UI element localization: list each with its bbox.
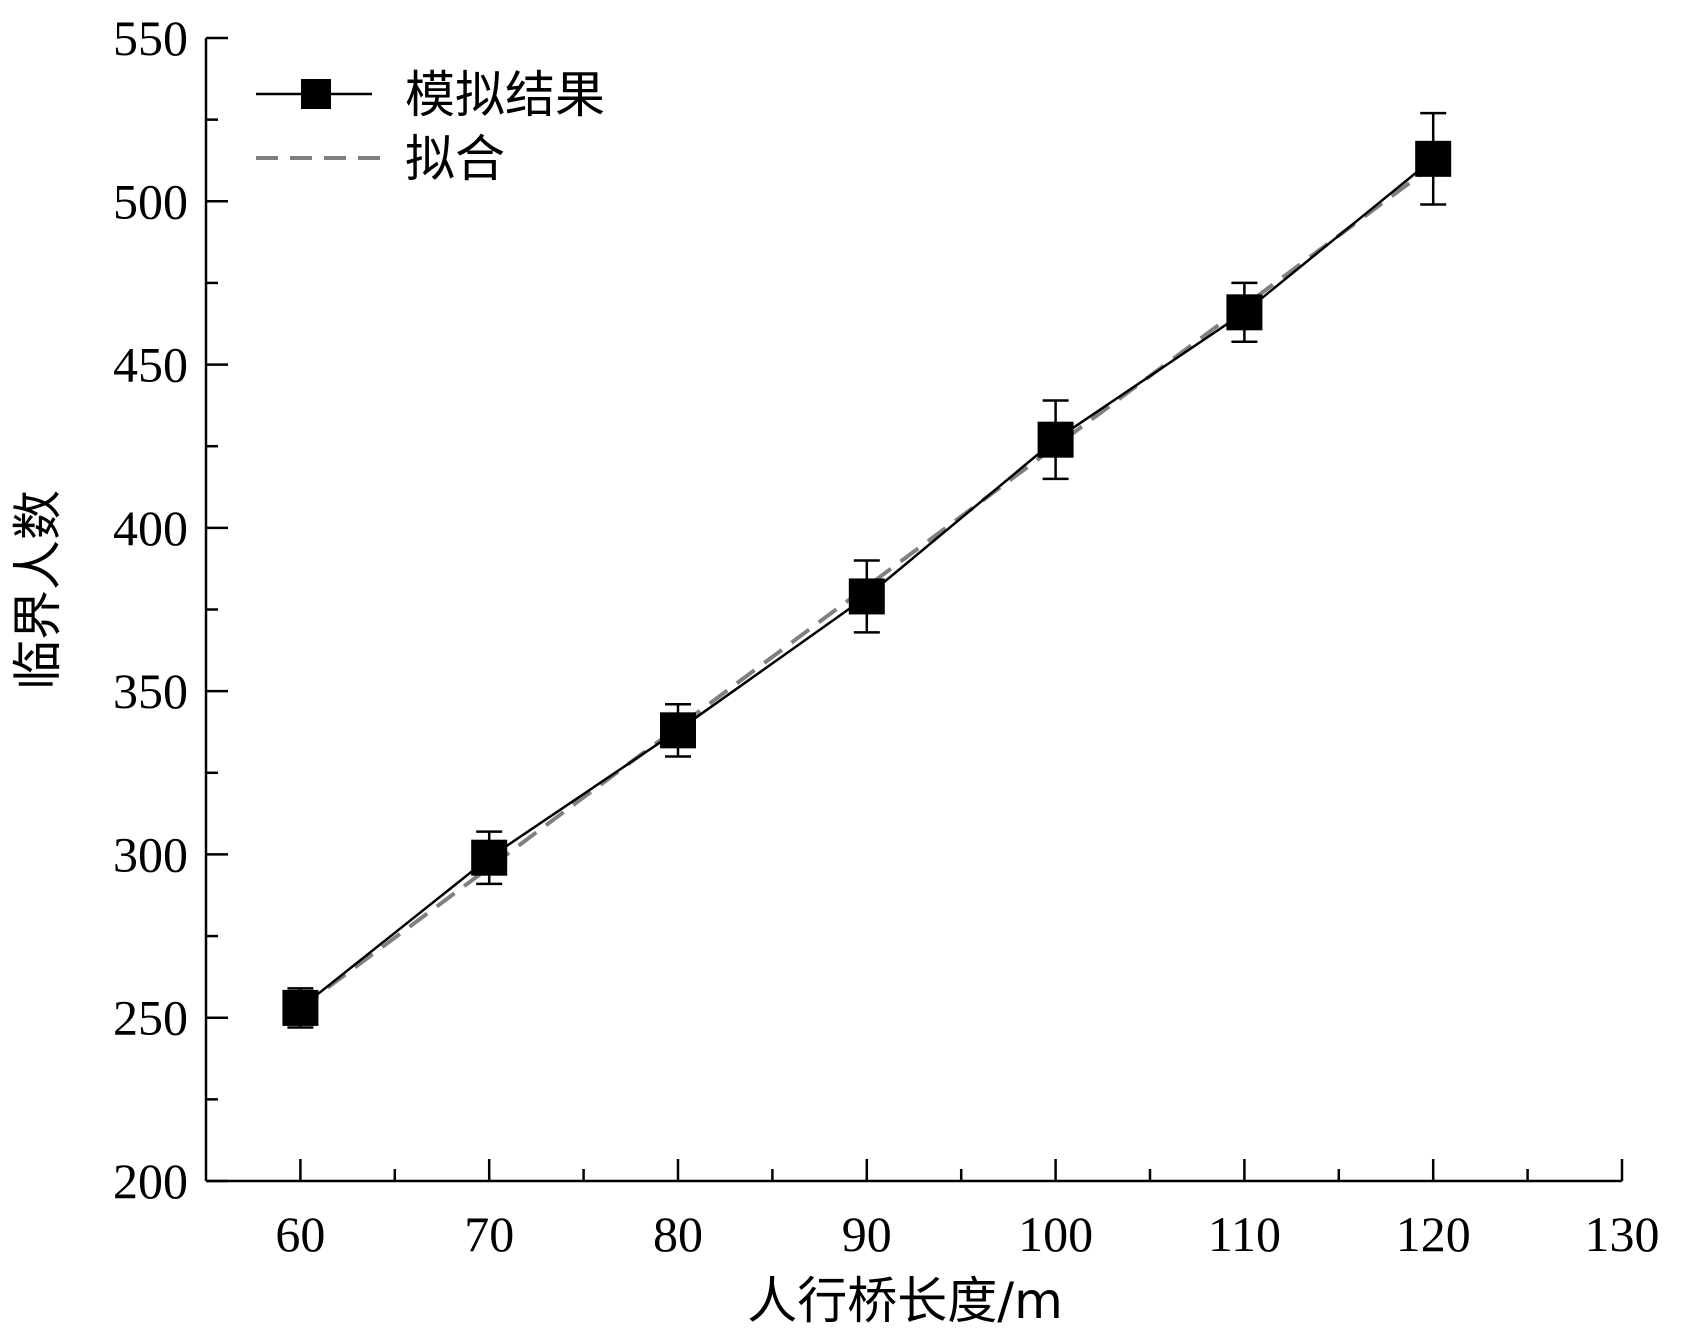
x-tick-label: 110 xyxy=(1208,1206,1281,1262)
y-axis-title: 临界人数 xyxy=(9,490,67,690)
data-point-marker xyxy=(1037,421,1074,458)
x-tick-label: 80 xyxy=(653,1206,703,1262)
legend-label-fit: 拟合 xyxy=(405,130,505,188)
x-tick-label: 60 xyxy=(275,1206,325,1262)
data-point-marker xyxy=(660,712,696,749)
axes: 200 250 300 350 400 450 500 550 60 70 80 90 100 110 12… xyxy=(113,10,1660,1262)
x-tick-label: 130 xyxy=(1585,1206,1660,1262)
x-tick-label: 70 xyxy=(464,1206,514,1262)
data-point-marker xyxy=(1226,294,1263,331)
y-tick-label: 500 xyxy=(113,173,188,229)
y-tick-label: 550 xyxy=(113,10,188,66)
y-tick-label: 200 xyxy=(113,1153,188,1209)
y-tick-label: 350 xyxy=(113,663,188,719)
x-tick-label: 120 xyxy=(1396,1206,1471,1262)
x-axis-title: 人行桥长度/m xyxy=(747,1272,1063,1330)
data-point-marker xyxy=(848,578,885,615)
x-tick-label: 100 xyxy=(1018,1206,1093,1262)
legend-label-simulation: 模拟结果 xyxy=(405,66,605,124)
data-point-marker xyxy=(471,839,508,876)
simulation-series xyxy=(282,111,1452,1029)
y-tick-label: 450 xyxy=(113,337,188,393)
x-tick-label: 90 xyxy=(842,1206,892,1262)
y-tick-label: 400 xyxy=(113,500,188,556)
y-tick-label: 250 xyxy=(113,990,188,1046)
data-point-marker xyxy=(1415,140,1452,177)
data-point-marker xyxy=(282,989,319,1026)
legend-marker-simulation xyxy=(301,79,331,109)
y-tick-label: 300 xyxy=(113,826,188,882)
